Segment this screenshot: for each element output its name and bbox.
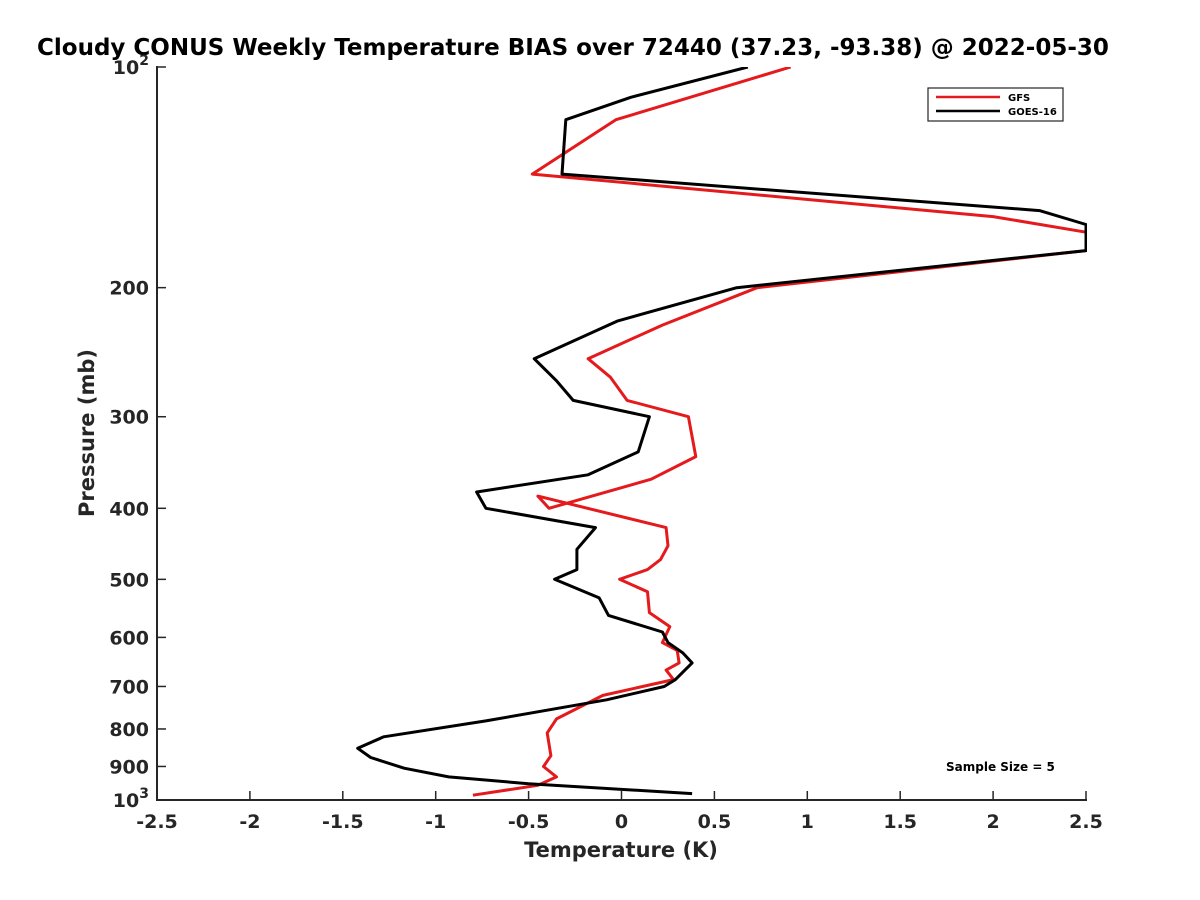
x-tick-label: -0.5 <box>508 811 550 833</box>
x-tick-label: -1.5 <box>322 811 364 833</box>
legend-label-gfs: GFS <box>1008 93 1030 104</box>
y-tick-label: 400 <box>109 498 149 520</box>
y-tick-label: 900 <box>109 756 149 778</box>
y-tick-label: 600 <box>109 627 149 649</box>
x-tick-label: 0 <box>615 811 628 833</box>
x-tick-label: 0.5 <box>698 811 732 833</box>
y-tick-label: 800 <box>109 719 149 741</box>
legend-label-goes16: GOES-16 <box>1008 107 1057 118</box>
series-layer <box>356 67 1087 797</box>
x-tick-label: 2.5 <box>1069 811 1103 833</box>
x-tick-label: -2 <box>239 811 260 833</box>
chart-title: Cloudy CONUS Weekly Temperature BIAS ove… <box>37 35 1109 61</box>
x-tick-label: 1.5 <box>883 811 917 833</box>
x-axis-label: Temperature (K) <box>524 838 718 862</box>
y-axis-ticks: 102 200 300 400 500 600 700 800 900 103 <box>109 53 166 812</box>
series-line-gfs <box>472 67 1087 797</box>
y-tick-label: 102 <box>113 53 149 79</box>
y-tick-label: 200 <box>109 278 149 300</box>
y-tick-label: 700 <box>109 676 149 698</box>
x-tick-label: 1 <box>801 811 814 833</box>
x-tick-label: -2.5 <box>136 811 178 833</box>
sample-size-annotation: Sample Size = 5 <box>946 760 1055 774</box>
y-axis-label: Pressure (mb) <box>75 349 99 517</box>
y-tick-label: 500 <box>109 569 149 591</box>
x-tick-label: 2 <box>986 811 999 833</box>
x-axis-ticks: -2.5 -2 -1.5 -1 -0.5 0 0.5 1 1.5 2 2.5 <box>136 791 1103 833</box>
legend: GFS GOES-16 <box>927 87 1064 122</box>
x-tick-label: -1 <box>425 811 446 833</box>
y-tick-label: 300 <box>109 407 149 429</box>
series-line-goes16 <box>356 67 1087 796</box>
y-tick-label: 103 <box>113 786 149 812</box>
legend-box <box>927 87 1064 122</box>
